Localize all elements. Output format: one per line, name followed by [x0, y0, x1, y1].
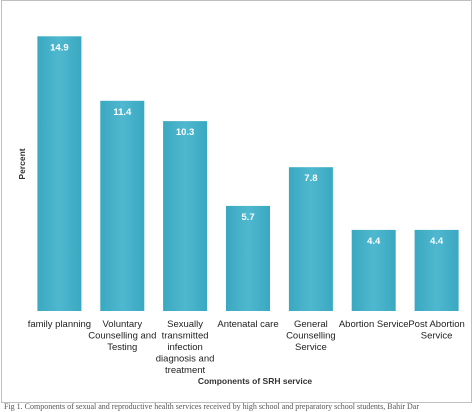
x-tick-label-1: family planning: [28, 319, 91, 330]
bar-3: [163, 121, 208, 311]
bar-1: [37, 36, 82, 312]
x-tick-label-4: Antenatal care: [217, 319, 278, 330]
data-label-7: 4.4: [430, 236, 444, 247]
data-label-1: 14.9: [50, 42, 69, 53]
data-label-5: 7.8: [304, 173, 317, 184]
bar-chart: 14.9 11.4 10.3 5.7 7.8 4.4 4.4 family planning…: [17, 36, 465, 386]
x-tick-label-3: Sexually transmitted infection diagnosis an…: [156, 319, 215, 376]
figure-caption: Fig 1. Components of sexual and reproduc…: [4, 402, 419, 411]
bar-2: [100, 100, 145, 311]
bar-6: [351, 229, 396, 311]
x-tick-label-6: Abortion Service: [339, 319, 409, 330]
data-label-6: 4.4: [367, 236, 381, 247]
bars-group: [37, 36, 459, 312]
chart-area: 14.9 11.4 10.3 5.7 7.8 4.4 4.4 family planning…: [1, 0, 472, 403]
data-label-3: 10.3: [176, 127, 195, 138]
bar-7: [414, 229, 459, 311]
x-tick-label-5: General Counselling Service: [286, 319, 336, 353]
data-label-4: 5.7: [241, 212, 254, 223]
x-tick-label-2: Voluntary Counselling and Testing: [88, 319, 156, 353]
data-label-2: 11.4: [113, 107, 132, 118]
data-labels-group: 14.9 11.4 10.3 5.7 7.8 4.4 4.4: [50, 42, 444, 247]
x-tick-label-7: Post Abortion Service: [408, 319, 465, 342]
bar-5: [288, 167, 333, 311]
bar-4: [226, 205, 270, 311]
x-axis-title: Components of SRH service: [198, 376, 313, 386]
x-tick-labels-group: family planning Voluntary Counselling and T…: [28, 319, 465, 376]
y-axis-title: Percent: [17, 148, 27, 179]
